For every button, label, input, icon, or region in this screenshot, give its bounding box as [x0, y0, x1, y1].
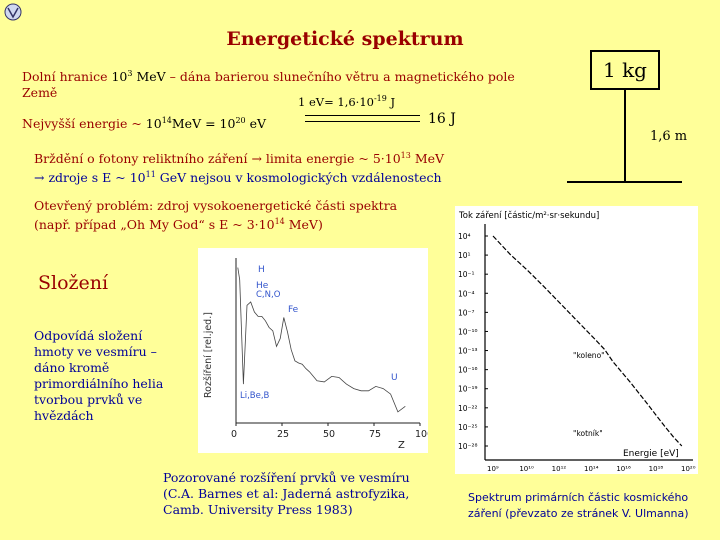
- spectrum-title: Tok záření [částic/m²·sr·sekundu]: [458, 210, 599, 221]
- spectrum-y-tick-label: 10⁻¹⁰: [458, 327, 478, 336]
- abundance-x-tick-label: 100: [415, 429, 428, 440]
- abundance-x-tick-label: 25: [277, 429, 289, 440]
- composition-heading: Složení: [38, 272, 109, 294]
- logo-icon: [4, 3, 22, 21]
- spectrum-y-tick-label: 10⁻²²: [458, 404, 478, 413]
- abundance-x-tick-label: 0: [231, 429, 237, 440]
- page-title: Energetické spektrum: [226, 28, 464, 50]
- spectrum-y-tick-label: 10⁻²⁸: [458, 442, 478, 451]
- height-rod: [624, 90, 626, 182]
- spectrum-y-tick-label: 10⁻¹⁶: [458, 366, 478, 375]
- abundance-line: [237, 267, 406, 413]
- element-label-cno: C,N,O: [256, 290, 281, 300]
- height-label: 1,6 m: [650, 129, 688, 144]
- spectrum-caption: Spektrum primárních částic kosmického zá…: [468, 491, 689, 520]
- conversion-formula: 1 eV= 1,6·10-19 J: [298, 94, 396, 109]
- abundance-chart: Rozšíření [rel.jed.] 0 25 50 75 100 Z H He C…: [198, 248, 428, 453]
- spectrum-x-tick-label: 10¹⁸: [649, 465, 664, 473]
- equals-line-bottom: [305, 121, 420, 122]
- spectrum-y-tick-label: 10⁻⁷: [458, 308, 475, 317]
- abundance-caption: Pozorované rozšíření prvků ve vesmíru (C…: [163, 470, 410, 517]
- annotation-kotnik: "kotník": [573, 429, 603, 438]
- spectrum-y-tick-label: 10⁻⁴: [458, 289, 475, 298]
- element-label-he: He: [256, 281, 269, 291]
- spectrum-chart: Tok záření [částic/m²·sr·sekundu] 10⁴ 10¹…: [455, 206, 698, 474]
- spectrum-y-tick-label: 10⁻¹⁹: [458, 385, 478, 394]
- spectrum-x-tick-label: 10⁹: [487, 465, 499, 473]
- element-label-u: U: [391, 373, 398, 383]
- one-kg-box: 1 kg: [590, 50, 660, 90]
- spectrum-xlabel: Energie [eV]: [623, 449, 679, 459]
- spectrum-y-tick-label: 10⁻¹: [458, 270, 475, 279]
- spectrum-x-tick-label: 10¹⁶: [616, 465, 631, 473]
- equals-line-top: [305, 115, 420, 116]
- joule-value: 16 J: [428, 111, 456, 127]
- lower-limit-text: Dolní hranice 103 MeV – dána barierou sl…: [22, 69, 515, 100]
- open-problem-text: Otevřený problém: zdroj vysokoenergetick…: [34, 198, 398, 232]
- upper-limit-text: Nejvyšší energie ~ 1014MeV = 1020 eV: [22, 116, 267, 131]
- braking-text: Brždění o fotony reliktního záření → lim…: [34, 151, 445, 185]
- annotation-koleno: "koleno": [573, 351, 605, 360]
- element-label-fe: Fe: [288, 305, 299, 315]
- abundance-xlabel: Z: [398, 440, 405, 451]
- ground-line: [567, 181, 682, 183]
- spectrum-y-tick-label: 10⁴: [458, 232, 471, 241]
- abundance-x-tick-label: 50: [323, 429, 335, 440]
- element-label-libeb: Li,Be,B: [240, 391, 270, 401]
- abundance-ylabel: Rozšíření [rel.jed.]: [203, 312, 214, 398]
- composition-text: Odpovídá složení hmoty ve vesmíru – dáno…: [34, 328, 164, 423]
- spectrum-y-tick-label: 10⁻¹³: [458, 347, 478, 356]
- spectrum-x-tick-label: 10¹⁴: [584, 465, 599, 473]
- spectrum-line: [492, 235, 683, 447]
- spectrum-x-tick-label: 10¹²: [552, 465, 567, 473]
- element-label-h: H: [258, 265, 265, 275]
- spectrum-x-tick-label: 10²⁰: [681, 465, 696, 473]
- abundance-x-tick-label: 75: [369, 429, 381, 440]
- spectrum-y-tick-label: 10⁻²⁵: [458, 423, 478, 432]
- spectrum-x-tick-label: 10¹⁰: [519, 465, 534, 473]
- spectrum-y-tick-label: 10¹: [458, 251, 471, 260]
